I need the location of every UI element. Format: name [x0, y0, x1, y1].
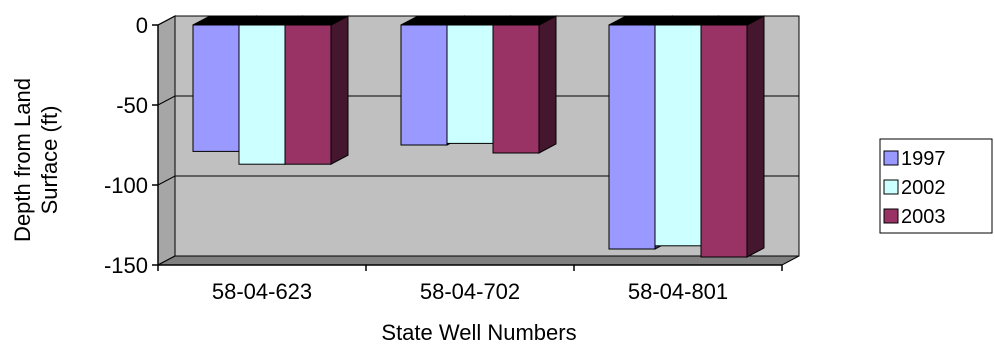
bar-side	[746, 15, 765, 258]
axes: 0 -50 -100 -150 58-04-623 58-04-702 58-04-801	[104, 13, 783, 304]
bar-front	[492, 24, 540, 154]
x-tick-label: 58-04-702	[420, 279, 520, 304]
legend-swatch-2003	[883, 208, 899, 224]
y-tick-label: -50	[116, 93, 148, 118]
bar-58-04-702-2003	[492, 15, 557, 154]
legend-label-2002: 2002	[901, 177, 946, 199]
y-tick-label: 0	[136, 13, 148, 38]
bar-front	[446, 24, 494, 144]
bar-58-04-801-2003	[700, 15, 765, 258]
legend: 1997 2002 2003	[879, 138, 993, 234]
bar-front	[654, 24, 702, 247]
bar-side	[330, 15, 349, 166]
bar-front	[192, 24, 240, 152]
bar-front	[284, 24, 332, 165]
y-axis-title-line-1: Depth from Land	[10, 78, 35, 242]
x-tick-label: 58-04-623	[212, 279, 312, 304]
bar-front	[400, 24, 448, 146]
legend-label-2003: 2003	[901, 206, 946, 228]
y-tick-label: -100	[104, 173, 148, 198]
plot-side-wall	[157, 15, 176, 266]
bars	[192, 15, 765, 258]
gridline	[157, 95, 799, 106]
x-axis-title: State Well Numbers	[381, 320, 576, 345]
bar-front	[608, 24, 656, 250]
gridline	[157, 175, 799, 186]
legend-swatch-2002	[883, 179, 899, 195]
x-tick-label: 58-04-801	[628, 279, 728, 304]
legend-swatch-1997	[883, 150, 899, 166]
bar-side	[538, 15, 557, 154]
y-tick-label: -150	[104, 253, 148, 278]
y-axis-title-line-2: Surface (ft)	[37, 106, 62, 215]
bar-front	[700, 24, 748, 258]
legend-frame	[879, 138, 993, 234]
legend-label-1997: 1997	[901, 148, 946, 170]
gridline	[157, 15, 799, 26]
bar-58-04-623-2003	[284, 15, 349, 166]
bar-front	[238, 24, 286, 165]
